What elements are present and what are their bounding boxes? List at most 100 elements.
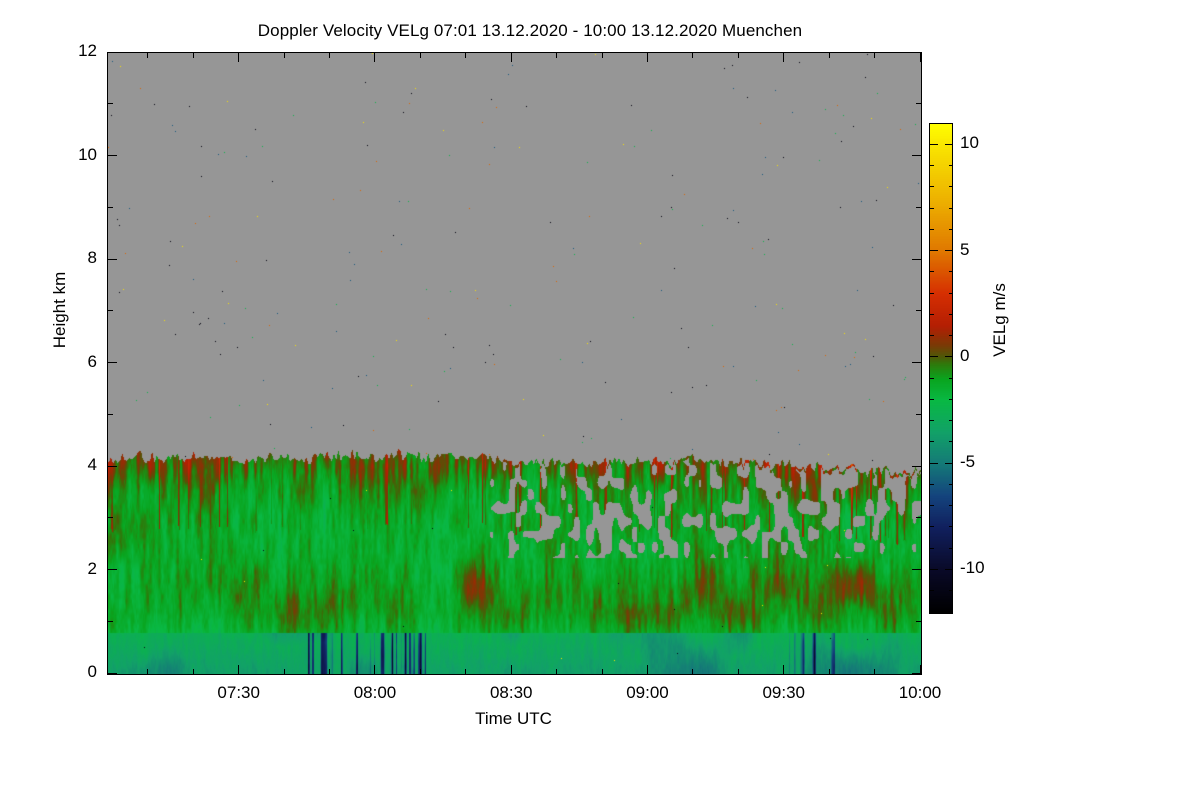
x-tick-mark <box>783 53 785 62</box>
x-tick-mark <box>147 53 149 58</box>
colorbar-tick-mark <box>949 313 953 315</box>
colorbar-tick-mark <box>930 335 934 337</box>
y-tick-mark <box>916 310 921 312</box>
colorbar-tick-label: -5 <box>960 452 976 472</box>
colorbar-tick-mark <box>930 398 934 400</box>
x-tick-mark <box>374 53 376 62</box>
x-tick-mark <box>919 53 921 62</box>
y-tick-mark <box>108 362 117 363</box>
y-tick-mark <box>108 569 117 570</box>
colorbar-tick-mark <box>949 207 953 209</box>
colorbar-tick-mark <box>930 356 938 358</box>
colorbar-tick-mark <box>930 526 934 528</box>
colorbar-tick-mark <box>949 590 953 592</box>
x-tick-label: 09:30 <box>762 683 805 702</box>
colorbar-tick-mark <box>949 398 953 400</box>
colorbar <box>929 123 953 614</box>
colorbar-tick-label: -10 <box>960 558 985 578</box>
colorbar-tick-mark <box>930 165 934 167</box>
colorbar-tick-mark <box>949 271 953 273</box>
colorbar-tick-mark <box>949 186 953 188</box>
x-tick-mark <box>783 665 785 674</box>
y-tick-mark <box>108 620 113 622</box>
x-tick-mark <box>510 53 512 62</box>
colorbar-tick-mark <box>945 143 953 145</box>
y-tick-mark <box>108 517 113 519</box>
y-tick-label: 0 <box>87 662 97 681</box>
x-tick-mark <box>828 669 830 674</box>
y-tick-mark <box>912 362 921 363</box>
colorbar-tick-mark <box>930 547 934 549</box>
plot-title: Doppler Velocity VELg 07:01 13.12.2020 -… <box>257 21 803 40</box>
colorbar-tick-mark <box>930 505 934 507</box>
colorbar-tick-mark <box>930 122 934 124</box>
y-tick-mark <box>912 672 921 674</box>
colorbar-tick-mark <box>949 420 953 422</box>
x-tick-mark <box>510 665 512 674</box>
colorbar-tick-mark <box>930 377 934 379</box>
x-tick-mark <box>238 665 240 674</box>
colorbar-tick-mark <box>930 228 934 230</box>
y-tick-mark <box>912 465 921 467</box>
x-tick-mark <box>737 53 739 58</box>
x-tick-mark <box>283 53 285 58</box>
x-tick-mark <box>283 669 285 674</box>
x-tick-mark <box>646 665 648 674</box>
colorbar-tick-mark <box>949 292 953 294</box>
x-tick-mark <box>601 669 603 674</box>
x-tick-mark <box>147 669 149 674</box>
y-tick-mark <box>108 103 113 105</box>
y-tick-mark <box>916 206 921 208</box>
colorbar-tick-label: 5 <box>960 239 970 259</box>
x-tick-label: 07:30 <box>217 683 260 702</box>
x-tick-mark <box>692 669 694 674</box>
y-tick-mark <box>108 155 117 156</box>
x-tick-label: 08:00 <box>353 683 397 702</box>
colorbar-tick-mark <box>945 250 953 252</box>
y-tick-mark <box>108 465 117 467</box>
colorbar-tick-mark <box>930 292 934 294</box>
y-axis-title: Height km <box>50 271 69 349</box>
x-tick-mark <box>737 669 739 674</box>
y-tick-mark <box>108 258 117 260</box>
y-tick-mark <box>108 310 113 312</box>
y-tick-label: 2 <box>87 558 97 578</box>
heatmap-canvas <box>108 53 921 674</box>
y-tick-mark <box>912 258 921 260</box>
y-tick-label: 4 <box>87 455 97 474</box>
colorbar-tick-mark <box>930 207 934 209</box>
x-tick-mark <box>419 53 421 58</box>
colorbar-tick-mark <box>949 611 953 613</box>
colorbar-tick-mark <box>930 611 934 613</box>
x-tick-mark <box>465 669 467 674</box>
colorbar-tick-mark <box>949 165 953 167</box>
y-tick-mark <box>916 413 921 415</box>
y-tick-mark <box>916 620 921 622</box>
colorbar-tick-label: 10 <box>960 133 979 153</box>
colorbar-tick-mark <box>930 186 934 188</box>
y-tick-label: 6 <box>87 351 97 371</box>
colorbar-tick-label: 0 <box>960 345 970 365</box>
y-tick-mark <box>916 103 921 105</box>
colorbar-tick-mark <box>930 441 934 443</box>
x-tick-mark <box>192 53 194 58</box>
colorbar-tick-mark <box>945 462 953 464</box>
y-tick-mark <box>916 517 921 519</box>
colorbar-tick-mark <box>945 568 953 570</box>
x-tick-mark <box>329 53 331 58</box>
x-tick-mark <box>874 53 876 58</box>
colorbar-title: VELg m/s <box>990 283 1009 357</box>
colorbar-tick-mark <box>949 505 953 507</box>
x-tick-label: 10:00 <box>898 683 942 702</box>
x-tick-mark <box>828 53 830 58</box>
colorbar-tick-mark <box>949 377 953 379</box>
y-tick-mark <box>108 206 113 208</box>
colorbar-tick-mark <box>930 462 938 464</box>
colorbar-tick-mark <box>949 526 953 528</box>
y-tick-mark <box>912 569 921 570</box>
y-tick-label: 8 <box>87 248 97 267</box>
x-tick-mark <box>919 665 921 674</box>
x-axis-title: Time UTC <box>475 709 552 728</box>
x-tick-mark <box>692 53 694 58</box>
colorbar-tick-mark <box>930 590 934 592</box>
